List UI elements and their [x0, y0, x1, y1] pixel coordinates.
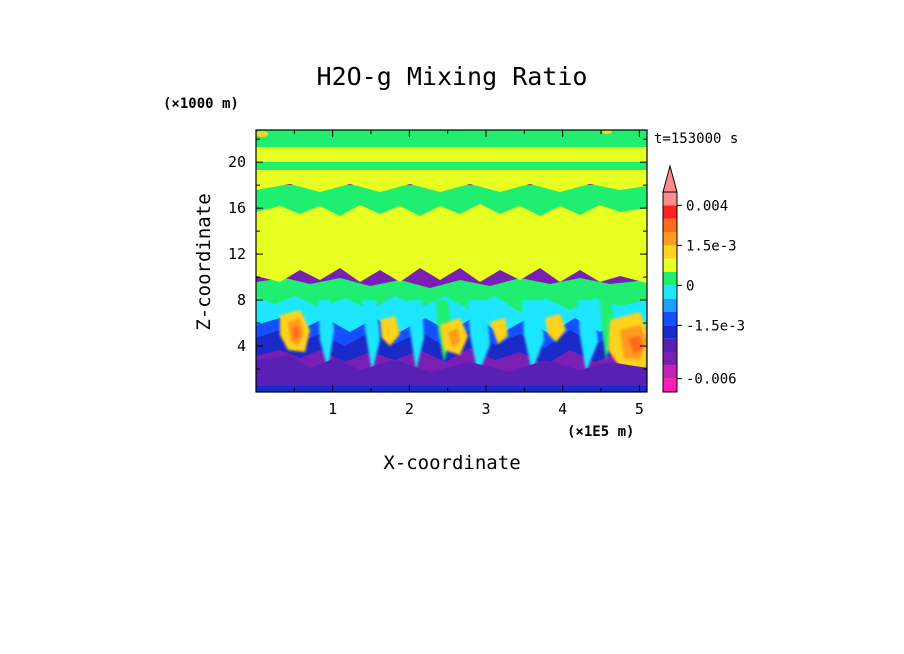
field-dark-patches: [256, 355, 647, 392]
colorbar-swatch: [663, 285, 677, 299]
colorbar-swatch: [663, 378, 677, 392]
field-green-mid: [256, 185, 647, 216]
x-tick-label: 4: [558, 400, 567, 418]
x-tick-label: 3: [481, 400, 490, 418]
y-axis-ticks: 4 8 12 16 20: [228, 138, 647, 370]
colorbar-swatch: [663, 298, 677, 312]
chart-title: H2O-g Mixing Ratio: [317, 62, 588, 91]
x-unit-label: (×1E5 m): [567, 424, 634, 440]
field-yellow-upper: [256, 168, 647, 192]
field-top-spots: [256, 130, 644, 159]
colorbar-tick-label: 1.5e-3: [686, 238, 737, 254]
x-tick-label: 5: [635, 400, 644, 418]
x-axis-ticks: 1 2 3 4 5: [293, 130, 644, 418]
colorbar-swatch: [663, 192, 677, 206]
colorbar-swatch: [663, 218, 677, 232]
colorbar-swatch: [663, 205, 677, 219]
colorbar-swatch: [663, 325, 677, 339]
colorbar-frame: [662, 191, 678, 393]
colorbar-tick-label: -0.006: [686, 372, 737, 388]
colorbar: 0.004 1.5e-3 0 -1.5e-3 -0.006: [662, 164, 745, 393]
y-axis-label: Z-coordinate: [193, 193, 215, 330]
colorbar-extend-arrow: [662, 164, 678, 193]
x-tick-label: 2: [405, 400, 414, 418]
time-label: t=153000 s: [654, 131, 738, 147]
y-tick-label: 20: [228, 153, 246, 171]
y-unit-label: (×1000 m): [163, 96, 239, 112]
y-tick-label: 16: [228, 199, 246, 217]
field-green-19: [256, 160, 647, 170]
field-warm-patches: [280, 310, 647, 370]
x-axis-label: X-coordinate: [383, 452, 520, 474]
plot-frame: [255, 129, 648, 393]
colorbar-swatch: [663, 352, 677, 366]
field-green-transition: [256, 278, 647, 312]
field-green-top: [256, 130, 647, 147]
colorbar-tick-label: 0: [686, 278, 694, 294]
colorbar-tick-label: -1.5e-3: [686, 318, 745, 334]
colorbar-swatch: [663, 338, 677, 352]
x-tick-label: 1: [328, 400, 337, 418]
y-tick-label: 4: [237, 337, 246, 355]
colorbar-swatch: [663, 232, 677, 246]
colorbar-swatch: [663, 258, 677, 272]
field-yellow-bulk: [256, 200, 647, 283]
colorbar-tick-label: 0.004: [686, 198, 728, 214]
colorbar-swatch: [663, 365, 677, 379]
y-tick-label: 8: [237, 291, 246, 309]
heatmap-field: [256, 130, 647, 392]
colorbar-swatch: [663, 312, 677, 326]
y-tick-label: 12: [228, 245, 246, 263]
colorbar-swatch: [663, 272, 677, 286]
field-yellow-20: [256, 146, 647, 162]
colorbar-swatch: [663, 245, 677, 259]
